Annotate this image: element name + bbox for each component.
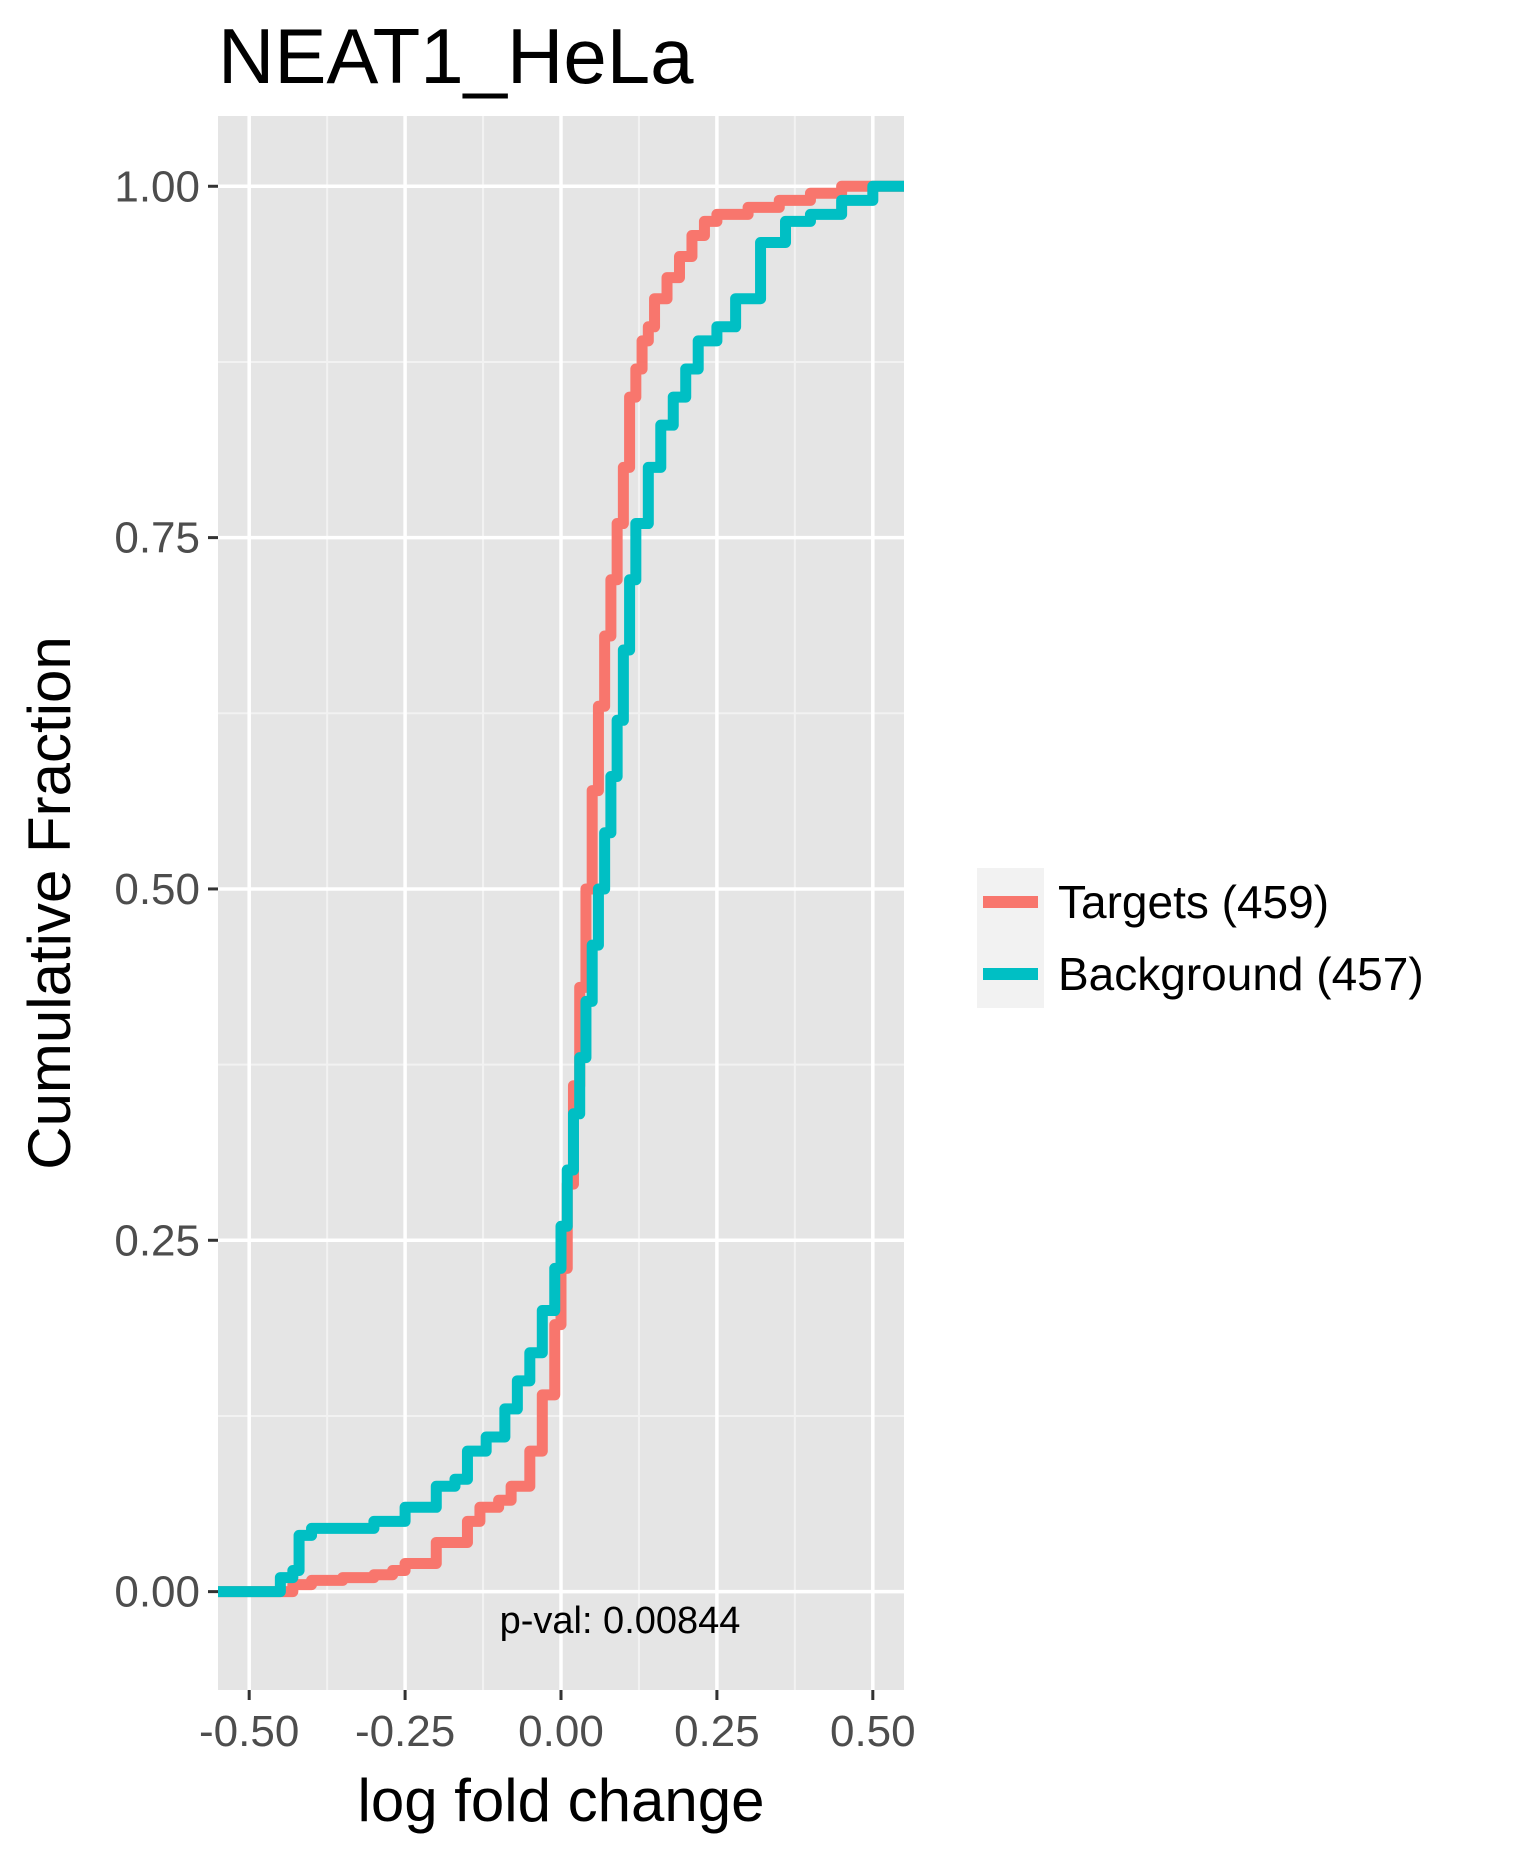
legend-label-targets: Targets (459): [1058, 876, 1329, 928]
y-axis: 0.00 0.25 0.50 0.75 1.00: [114, 162, 218, 1617]
x-tick-label: 0.25: [674, 1707, 760, 1756]
x-tick-label: -0.50: [199, 1707, 299, 1756]
legend: Targets (459) Background (457): [977, 868, 1424, 1008]
y-tick-label: 0.75: [114, 514, 200, 563]
series-line-1: [218, 180, 904, 1598]
y-tick-label: 1.00: [114, 162, 200, 211]
y-tick-label: 0.00: [114, 1568, 200, 1617]
legend-key-background: [977, 868, 1044, 1008]
series-lines: [218, 180, 904, 1598]
x-axis-title: log fold change: [358, 1767, 765, 1834]
y-tick-label: 0.25: [114, 1216, 200, 1265]
y-axis-title: Cumulative Fraction: [16, 636, 83, 1170]
x-tick-label: 0.50: [830, 1707, 916, 1756]
chart-title: NEAT1_HeLa: [218, 12, 694, 100]
x-tick-label: 0.00: [518, 1707, 604, 1756]
y-tick-label: 0.50: [114, 865, 200, 914]
series-line-0: [218, 180, 904, 1598]
legend-label-background: Background (457): [1058, 948, 1424, 1000]
pval-annotation: p-val: 0.00844: [500, 1600, 741, 1642]
x-tick-label: -0.25: [355, 1707, 455, 1756]
x-axis: -0.50 -0.25 0.00 0.25 0.50: [199, 1690, 916, 1756]
